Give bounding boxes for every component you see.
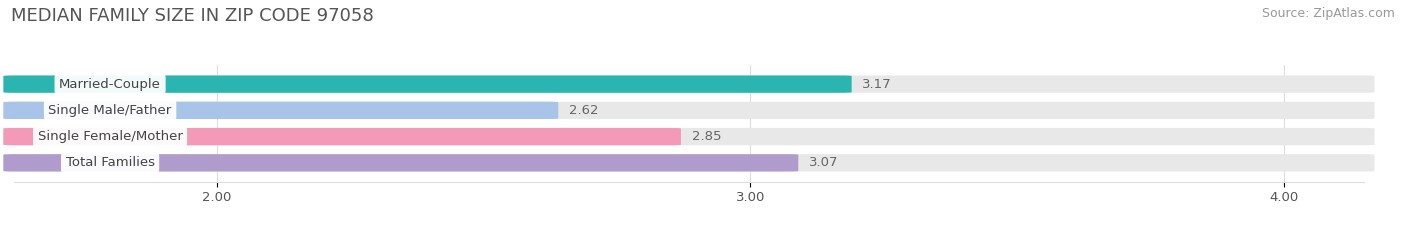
FancyBboxPatch shape: [3, 75, 852, 93]
FancyBboxPatch shape: [3, 128, 681, 145]
Text: Source: ZipAtlas.com: Source: ZipAtlas.com: [1261, 7, 1395, 20]
Text: 2.85: 2.85: [692, 130, 721, 143]
FancyBboxPatch shape: [3, 102, 558, 119]
Text: Married-Couple: Married-Couple: [59, 78, 162, 91]
FancyBboxPatch shape: [3, 154, 1375, 171]
Text: 2.62: 2.62: [569, 104, 599, 117]
FancyBboxPatch shape: [3, 75, 1375, 93]
FancyBboxPatch shape: [3, 128, 1375, 145]
Text: Single Male/Father: Single Male/Father: [48, 104, 172, 117]
Text: Single Female/Mother: Single Female/Mother: [38, 130, 183, 143]
Text: 3.07: 3.07: [808, 156, 838, 169]
FancyBboxPatch shape: [3, 102, 1375, 119]
Text: Total Families: Total Families: [66, 156, 155, 169]
FancyBboxPatch shape: [3, 154, 799, 171]
Text: MEDIAN FAMILY SIZE IN ZIP CODE 97058: MEDIAN FAMILY SIZE IN ZIP CODE 97058: [11, 7, 374, 25]
Text: 3.17: 3.17: [862, 78, 891, 91]
